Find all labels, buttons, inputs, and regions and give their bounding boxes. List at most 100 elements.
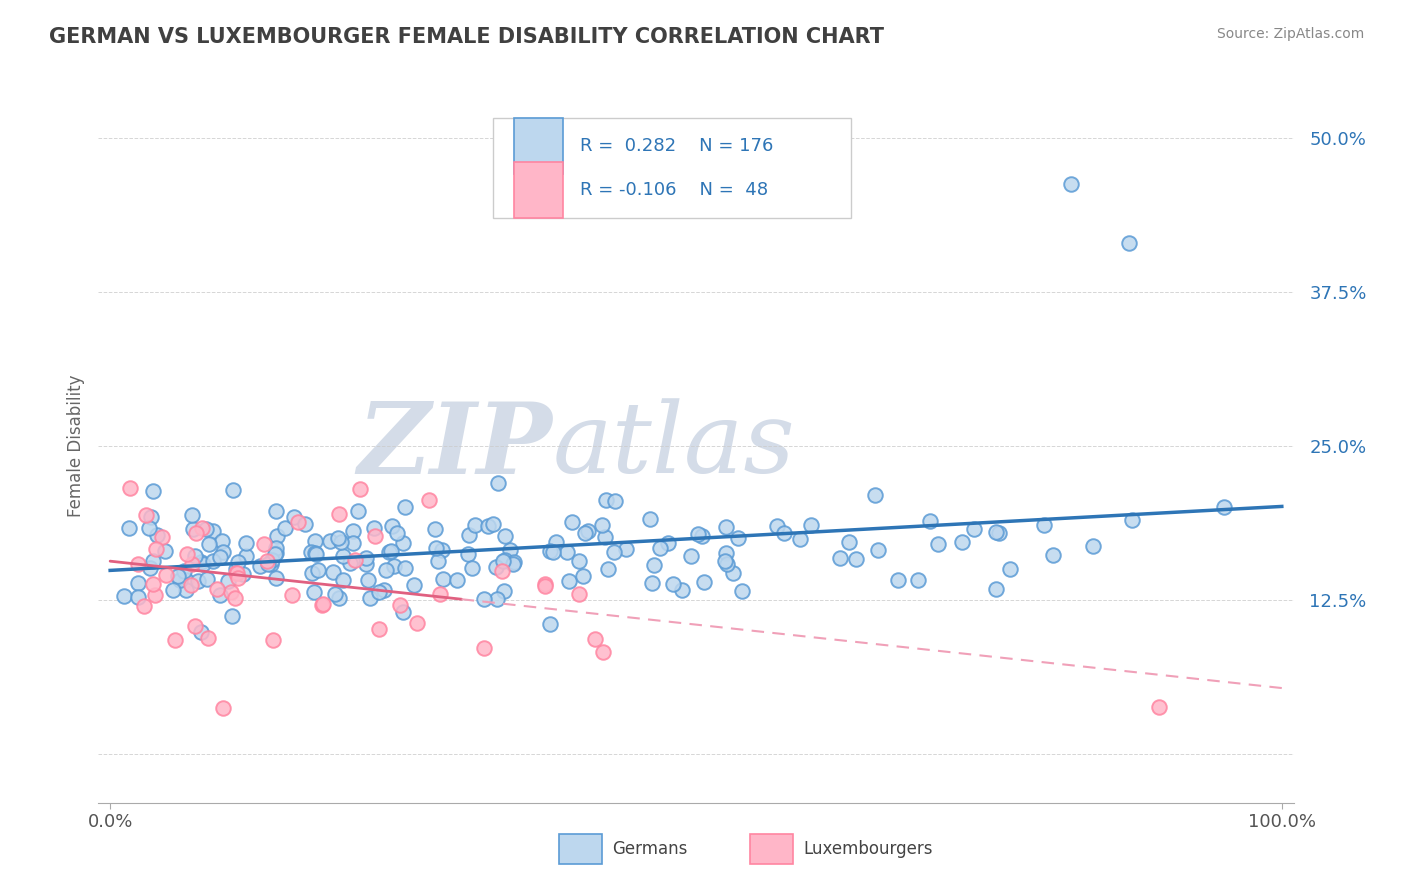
Point <box>1147 699 1170 714</box>
Point <box>174 573 197 587</box>
Point <box>714 520 737 534</box>
Point <box>952 535 974 549</box>
Point <box>181 522 204 536</box>
Point <box>222 483 245 498</box>
Point <box>301 566 323 581</box>
Point <box>167 569 190 583</box>
Point <box>138 561 160 575</box>
Point <box>988 525 1011 540</box>
Point <box>211 533 233 548</box>
Point <box>264 541 287 555</box>
Point <box>363 520 385 534</box>
Point <box>502 555 524 569</box>
Point <box>423 522 446 536</box>
FancyBboxPatch shape <box>515 118 564 174</box>
Y-axis label: Female Disability: Female Disability <box>66 375 84 517</box>
Point <box>180 508 202 522</box>
Point <box>145 542 167 557</box>
Point <box>211 544 233 558</box>
Point <box>191 521 214 535</box>
Point <box>364 529 387 543</box>
Point <box>389 599 412 613</box>
Point <box>118 521 141 535</box>
Point <box>789 532 811 546</box>
Point <box>342 535 364 549</box>
Point <box>838 534 860 549</box>
Point <box>474 592 496 607</box>
Point <box>650 541 672 555</box>
Point <box>688 527 710 541</box>
Point <box>446 573 468 587</box>
Point <box>430 542 453 557</box>
Point <box>264 504 287 518</box>
Point <box>253 537 276 551</box>
Point <box>557 545 579 559</box>
Point <box>373 582 395 597</box>
Point <box>235 549 257 564</box>
Point <box>256 557 278 571</box>
Point <box>495 552 517 566</box>
Point <box>299 545 322 559</box>
Point <box>332 573 354 587</box>
Point <box>572 569 595 583</box>
Point <box>828 551 851 566</box>
Point <box>264 547 287 561</box>
Point <box>346 504 368 518</box>
Point <box>492 554 515 568</box>
Point <box>342 524 364 539</box>
Point <box>866 542 889 557</box>
Point <box>328 507 350 521</box>
Point <box>226 555 249 569</box>
Point <box>378 545 401 559</box>
Point <box>394 500 416 515</box>
FancyBboxPatch shape <box>558 834 602 864</box>
Point <box>208 588 231 602</box>
Point <box>224 591 246 605</box>
Point <box>766 519 789 533</box>
Point <box>155 567 177 582</box>
Point <box>205 582 228 596</box>
Text: Source: ZipAtlas.com: Source: ZipAtlas.com <box>1216 27 1364 41</box>
Point <box>184 549 207 563</box>
Point <box>920 514 942 528</box>
Point <box>184 618 207 632</box>
Point <box>538 617 561 632</box>
Point <box>197 631 219 645</box>
Point <box>502 557 524 571</box>
Point <box>325 586 347 600</box>
Point <box>595 530 617 544</box>
Point <box>339 556 361 570</box>
Point <box>596 562 619 576</box>
Point <box>153 544 176 558</box>
Point <box>260 552 283 566</box>
Point <box>464 518 486 533</box>
Point <box>426 554 449 568</box>
Point <box>221 608 243 623</box>
Point <box>266 529 288 543</box>
Point <box>304 533 326 548</box>
Point <box>134 599 156 614</box>
Point <box>406 615 429 630</box>
Point <box>198 537 221 551</box>
Point <box>225 562 247 576</box>
Point <box>225 566 247 581</box>
Point <box>112 589 135 603</box>
Point <box>494 583 516 598</box>
Point <box>264 546 287 560</box>
Point <box>845 551 868 566</box>
Point <box>380 519 402 533</box>
Point <box>195 573 218 587</box>
Point <box>367 623 389 637</box>
Point <box>328 591 350 605</box>
Point <box>332 549 354 564</box>
Point <box>602 544 624 558</box>
Point <box>191 558 214 572</box>
Text: R = -0.106    N =  48: R = -0.106 N = 48 <box>581 181 768 199</box>
Point <box>287 515 309 529</box>
Point <box>727 531 749 545</box>
Point <box>576 524 599 539</box>
Text: ZIP: ZIP <box>357 398 553 494</box>
Point <box>281 588 304 602</box>
Point <box>498 543 520 558</box>
Point <box>574 526 596 541</box>
